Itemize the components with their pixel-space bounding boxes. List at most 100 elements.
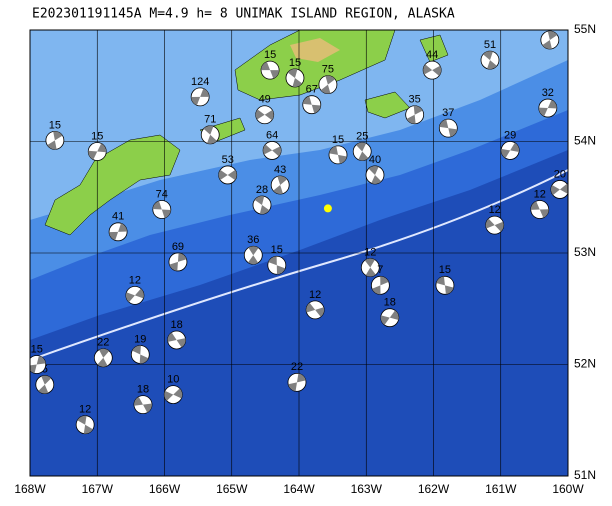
compression-quadrant <box>306 302 316 313</box>
compression-quadrant <box>191 96 201 106</box>
compression-quadrant <box>125 292 135 303</box>
beachball <box>130 345 150 364</box>
compression-quadrant <box>207 134 217 144</box>
compression-quadrant <box>413 105 423 115</box>
beachball <box>133 395 153 415</box>
beachball <box>93 348 113 368</box>
depth-label: 12 <box>129 274 141 286</box>
compression-quadrant <box>368 165 379 175</box>
compression-quadrant <box>268 256 277 266</box>
compression-quadrant <box>88 150 98 160</box>
depth-label: 12 <box>79 404 91 416</box>
compression-quadrant <box>325 75 336 85</box>
depth-label: 19 <box>134 333 146 345</box>
depth-label: 28 <box>256 184 268 196</box>
compression-quadrant <box>436 276 445 286</box>
compression-quadrant <box>97 357 108 367</box>
depth-label: 41 <box>112 211 124 223</box>
compression-quadrant <box>273 184 283 194</box>
beachball <box>422 60 442 80</box>
depth-label: 20 <box>554 168 566 180</box>
beachball <box>540 30 560 50</box>
compression-quadrant <box>118 223 128 232</box>
beachball <box>108 222 128 242</box>
compression-quadrant <box>161 209 171 219</box>
beachball <box>168 252 188 272</box>
compression-quadrant <box>248 255 259 265</box>
compression-quadrant <box>311 104 321 114</box>
depth-label: 40 <box>369 154 381 166</box>
beachball <box>262 141 282 160</box>
compression-quadrant <box>485 218 495 229</box>
compression-quadrant <box>263 144 273 155</box>
depth-label: 43 <box>274 164 286 176</box>
depth-label: 18 <box>137 384 149 396</box>
compression-quadrant <box>444 285 454 295</box>
beachball <box>438 118 458 138</box>
compression-quadrant <box>83 424 93 434</box>
lat-tick-label: 51N <box>574 468 596 482</box>
depth-label: 53 <box>222 154 234 166</box>
depth-label: 35 <box>409 94 421 106</box>
depth-label: 12 <box>364 246 376 258</box>
depth-label: 15 <box>91 130 103 142</box>
depth-label: 12 <box>309 289 321 301</box>
beachball <box>365 165 385 185</box>
compression-quadrant <box>177 252 187 262</box>
compression-quadrant <box>248 246 259 256</box>
beachball <box>125 285 145 305</box>
depth-label: 18 <box>170 319 182 331</box>
compression-quadrant <box>550 184 560 196</box>
beachball <box>45 130 65 150</box>
compression-quadrant <box>329 146 339 155</box>
compression-quadrant <box>173 388 183 399</box>
compression-quadrant <box>358 151 369 161</box>
compression-quadrant <box>287 68 298 78</box>
beachball <box>328 145 348 165</box>
map-title: E202301191145A M=4.9 h= 8 UNIMAK ISLAND … <box>32 7 455 22</box>
beachball <box>75 415 95 435</box>
lon-tick-label: 165W <box>216 482 248 496</box>
beachball <box>500 141 520 160</box>
compression-quadrant <box>176 338 186 348</box>
compression-quadrant <box>30 364 37 374</box>
compression-quadrant <box>389 310 399 320</box>
beachball <box>305 300 325 320</box>
lon-tick-label: 163W <box>351 482 383 496</box>
compression-quadrant <box>439 119 449 129</box>
beachball <box>360 258 380 277</box>
lat-tick-label: 55N <box>574 22 596 36</box>
compression-quadrant <box>132 345 141 355</box>
trench-line <box>30 169 568 361</box>
lon-tick-label: 166W <box>149 482 181 496</box>
depth-label: 49 <box>259 94 271 106</box>
lon-tick-label: 167W <box>82 482 114 496</box>
depth-label: 71 <box>204 114 216 126</box>
compression-quadrant <box>406 114 416 124</box>
beachball <box>218 165 238 185</box>
beachball <box>255 105 275 125</box>
highland <box>290 38 340 62</box>
epicenter <box>323 204 332 213</box>
compression-quadrant <box>302 96 312 105</box>
map-frame <box>29 29 569 477</box>
compression-quadrant <box>539 209 549 218</box>
compression-quadrant <box>139 354 149 364</box>
compression-quadrant <box>203 125 214 135</box>
beachball <box>260 60 280 80</box>
depth-label: 18 <box>384 297 396 309</box>
depth-label: 29 <box>504 129 516 141</box>
depth-label: 10 <box>167 374 179 386</box>
graticule <box>30 30 568 476</box>
compression-quadrant <box>169 261 178 271</box>
beachball <box>318 75 338 95</box>
compression-quadrant <box>432 65 442 76</box>
beachball <box>480 50 500 70</box>
beachball <box>35 375 55 394</box>
beachball <box>302 95 322 115</box>
depth-label: 15 <box>289 57 301 69</box>
beachball <box>435 275 455 295</box>
compression-quadrant <box>494 221 504 232</box>
